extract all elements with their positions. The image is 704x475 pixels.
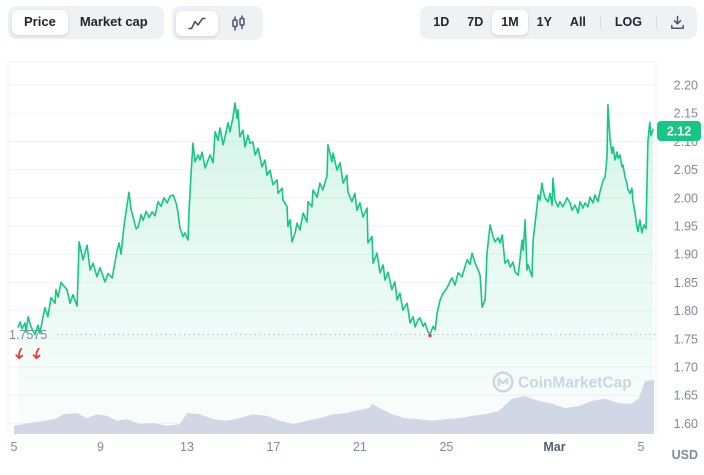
y-tick-label: 1.65 — [674, 389, 698, 403]
y-tick-label: 1.85 — [674, 276, 698, 290]
chart-type-toggle — [171, 6, 263, 40]
price-area — [18, 103, 653, 434]
dip-marker-icon — [15, 347, 24, 360]
watermark-text: CoinMarketCap — [518, 375, 632, 392]
current-price-value: 2.12 — [667, 125, 691, 139]
y-tick-label: 1.90 — [674, 248, 698, 262]
x-tick-label: 17 — [266, 440, 280, 454]
y-tick-label: 1.80 — [674, 304, 698, 318]
chart-toolbar: Price Market cap 1D 7D 1M 1Y All LOG — [8, 6, 697, 40]
min-price-label: 1.7575 — [9, 328, 47, 342]
range-1d-button[interactable]: 1D — [424, 10, 458, 34]
dip-marker-icon — [32, 347, 41, 360]
min-touch-dot — [428, 333, 432, 338]
x-tick-label: 9 — [97, 440, 104, 454]
line-chart-type-button[interactable] — [175, 10, 218, 36]
y-tick-label: 2.15 — [674, 107, 698, 121]
download-icon — [671, 15, 684, 30]
toolbar-divider — [656, 15, 657, 30]
y-tick-label: 2.05 — [674, 163, 698, 177]
line-chart-icon — [187, 17, 206, 29]
y-tick-label: 1.70 — [674, 361, 698, 375]
x-tick-label: 21 — [353, 440, 367, 454]
toolbar-divider — [599, 15, 601, 30]
market-cap-tab[interactable]: Market cap — [68, 10, 160, 35]
range-toggle: 1D 7D 1M 1Y All LOG — [420, 6, 697, 39]
current-price-badge: 2.12 — [657, 121, 701, 141]
candlestick-chart-type-button[interactable] — [218, 10, 259, 36]
range-7d-button[interactable]: 7D — [458, 10, 492, 34]
download-chart-button[interactable] — [662, 10, 693, 35]
x-tick-label: 13 — [180, 440, 194, 454]
y-tick-label: 1.75 — [674, 332, 698, 346]
price-tab[interactable]: Price — [12, 10, 68, 35]
y-tick-label: 1.60 — [674, 417, 698, 431]
price-line — [17, 102, 654, 336]
range-all-button[interactable]: All — [561, 10, 595, 34]
y-tick-label: 2.00 — [674, 191, 698, 205]
coinmarketcap-logo — [492, 371, 514, 393]
log-scale-button[interactable]: LOG — [606, 10, 651, 34]
coinmarketcap-watermark: CoinMarketCap — [492, 371, 632, 393]
metric-toggle: Price Market cap — [8, 6, 164, 39]
currency-unit-label: USD — [672, 448, 698, 462]
range-1y-button[interactable]: 1Y — [528, 10, 561, 34]
range-1m-button[interactable]: 1M — [492, 10, 528, 35]
plot-border — [7, 61, 657, 434]
candlestick-icon — [231, 15, 245, 31]
y-tick-label: 2.20 — [674, 79, 698, 93]
x-tick-label: 25 — [439, 440, 453, 454]
x-axis-labels: 5 9 13 17 21 25 Mar 5 — [11, 440, 645, 454]
y-tick-label: 1.95 — [674, 220, 698, 234]
x-tick-label: 5 — [638, 440, 645, 454]
volume-area — [14, 379, 654, 434]
x-tick-label: Mar — [543, 440, 565, 454]
x-tick-label: 5 — [11, 440, 18, 454]
